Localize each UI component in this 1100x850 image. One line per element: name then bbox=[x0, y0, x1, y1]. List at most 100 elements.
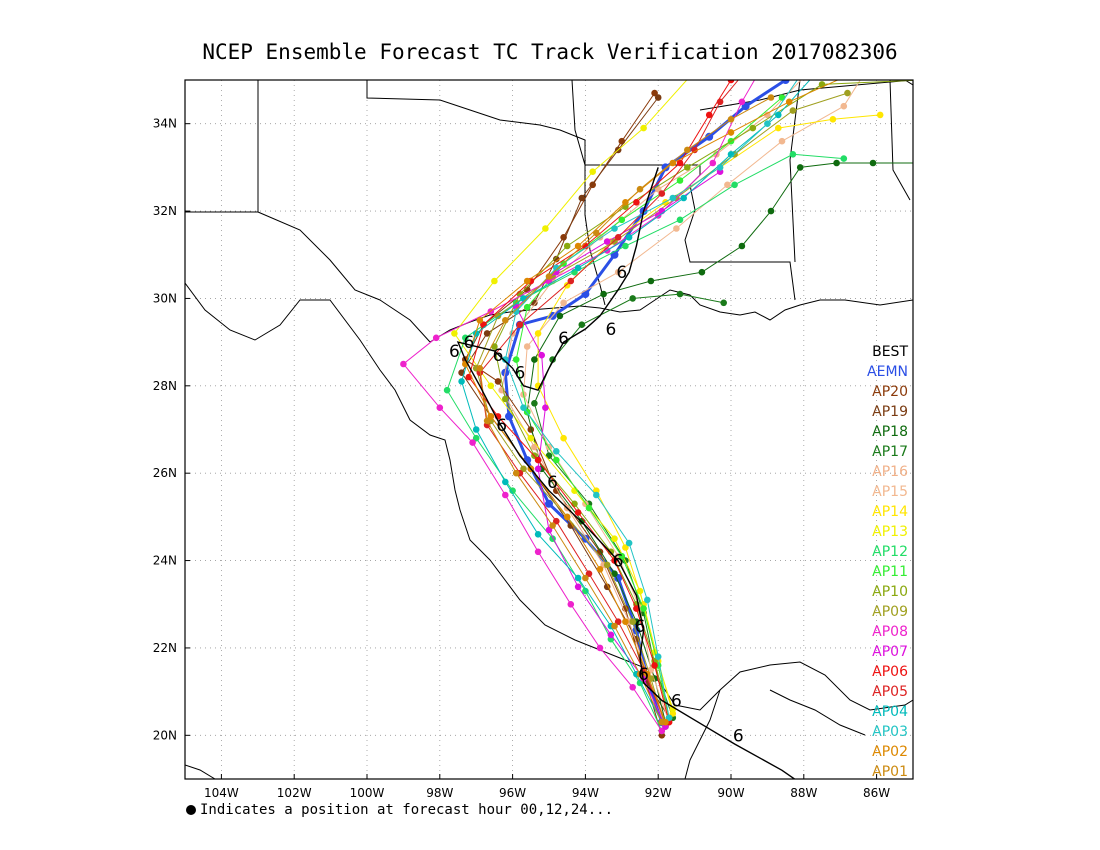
legend-entry-ap18: AP18 bbox=[872, 424, 908, 440]
track-point bbox=[819, 55, 826, 62]
track-point bbox=[502, 395, 509, 403]
track-point bbox=[640, 124, 647, 132]
track-point bbox=[574, 574, 582, 582]
tick-label-lat: 26N bbox=[153, 466, 177, 480]
track-point bbox=[553, 456, 560, 464]
hurricane-symbol-icon: 6 bbox=[558, 329, 569, 349]
hurricane-symbol-icon: 6 bbox=[449, 342, 460, 362]
track-point bbox=[738, 98, 746, 106]
track-point bbox=[775, 124, 782, 132]
tick-label-lat: 24N bbox=[153, 554, 177, 568]
track-point bbox=[483, 417, 491, 425]
track-ap10 bbox=[491, 77, 924, 722]
hurricane-symbol-icon: 6 bbox=[616, 263, 627, 283]
track-point bbox=[542, 404, 549, 412]
track-point bbox=[932, 160, 939, 167]
track-point bbox=[876, 111, 884, 119]
track-point bbox=[844, 72, 851, 79]
track-point bbox=[618, 552, 626, 560]
track-point bbox=[840, 102, 848, 110]
track-point bbox=[443, 386, 451, 394]
track-point bbox=[502, 317, 509, 324]
track-point bbox=[691, 68, 698, 75]
track-point bbox=[516, 321, 524, 329]
track-point bbox=[771, 42, 778, 49]
track-line bbox=[446, 153, 844, 732]
cuba-coast bbox=[769, 689, 866, 736]
track-point bbox=[622, 618, 629, 625]
track-point bbox=[563, 513, 571, 521]
track-ap08 bbox=[400, 42, 778, 735]
tick-label-lon: 88W bbox=[790, 786, 817, 800]
track-point bbox=[833, 159, 840, 167]
track-point bbox=[520, 404, 527, 412]
tick-label-lat: 30N bbox=[153, 291, 177, 305]
track-point bbox=[651, 89, 658, 97]
track-point bbox=[523, 277, 531, 285]
track-point bbox=[553, 448, 560, 455]
track-point bbox=[781, 80, 790, 84]
track-point bbox=[512, 356, 520, 363]
track-point bbox=[476, 317, 484, 324]
track-point bbox=[841, 20, 848, 27]
track-point bbox=[669, 159, 677, 167]
track-point bbox=[581, 290, 590, 299]
track-point bbox=[716, 164, 724, 171]
gulf-coastline bbox=[185, 282, 913, 711]
track-point bbox=[742, 20, 749, 27]
track-point bbox=[829, 116, 837, 123]
legend-entry-ap01: AP01 bbox=[872, 764, 908, 780]
track-point bbox=[469, 439, 476, 446]
track-point bbox=[738, 242, 746, 250]
track-point bbox=[720, 299, 727, 307]
tick-label-lat: 28N bbox=[153, 379, 177, 393]
legend-entry-ap16: AP16 bbox=[872, 464, 908, 480]
tick-label-lon: 102W bbox=[277, 786, 312, 800]
track-line bbox=[526, 162, 913, 723]
state-border-ar-la bbox=[585, 164, 760, 263]
track-point bbox=[451, 330, 458, 337]
track-ap17 bbox=[531, 290, 727, 722]
track-point bbox=[502, 356, 509, 363]
track-point bbox=[862, 68, 869, 75]
track-point bbox=[531, 400, 538, 407]
legend-entry-ap07: AP07 bbox=[872, 644, 908, 660]
hurricane-symbol-icon: 6 bbox=[613, 552, 624, 572]
track-point bbox=[542, 225, 549, 232]
track-point bbox=[625, 539, 633, 547]
hurricane-symbol-icon: 6 bbox=[605, 320, 616, 340]
legend-entry-ap17: AP17 bbox=[872, 444, 908, 460]
hurricane-symbol-icon: 6 bbox=[547, 473, 558, 493]
track-point bbox=[778, 94, 786, 101]
track-ap03 bbox=[502, 80, 798, 722]
track-point bbox=[567, 601, 575, 608]
track-point bbox=[796, 164, 804, 171]
track-ap07 bbox=[512, 168, 724, 730]
track-point bbox=[556, 312, 564, 320]
track-point bbox=[596, 566, 604, 573]
track-point bbox=[545, 273, 553, 280]
footnote: Indicates a position at forecast hour 00… bbox=[186, 802, 613, 818]
track-point bbox=[676, 177, 684, 184]
track-point bbox=[727, 129, 735, 136]
track-point bbox=[917, 77, 924, 84]
track-point bbox=[647, 666, 655, 674]
track-point bbox=[644, 670, 651, 678]
track-point bbox=[560, 434, 567, 442]
legend-entry-ap15: AP15 bbox=[872, 484, 908, 500]
mexico-pacific-coast bbox=[185, 764, 216, 779]
track-point bbox=[494, 312, 502, 320]
track-point bbox=[789, 151, 797, 158]
track-point bbox=[582, 587, 589, 595]
track-point bbox=[545, 499, 553, 508]
track-point bbox=[691, 146, 698, 154]
track-point bbox=[669, 194, 677, 202]
track-line bbox=[504, 80, 798, 718]
track-point bbox=[727, 80, 735, 84]
legend-entry-ap05: AP05 bbox=[872, 684, 908, 700]
footnote-text: Indicates a position at forecast hour 00… bbox=[200, 802, 614, 818]
track-point bbox=[553, 517, 560, 525]
track-point bbox=[709, 159, 717, 167]
track-point bbox=[520, 465, 527, 473]
track-point bbox=[654, 185, 662, 193]
